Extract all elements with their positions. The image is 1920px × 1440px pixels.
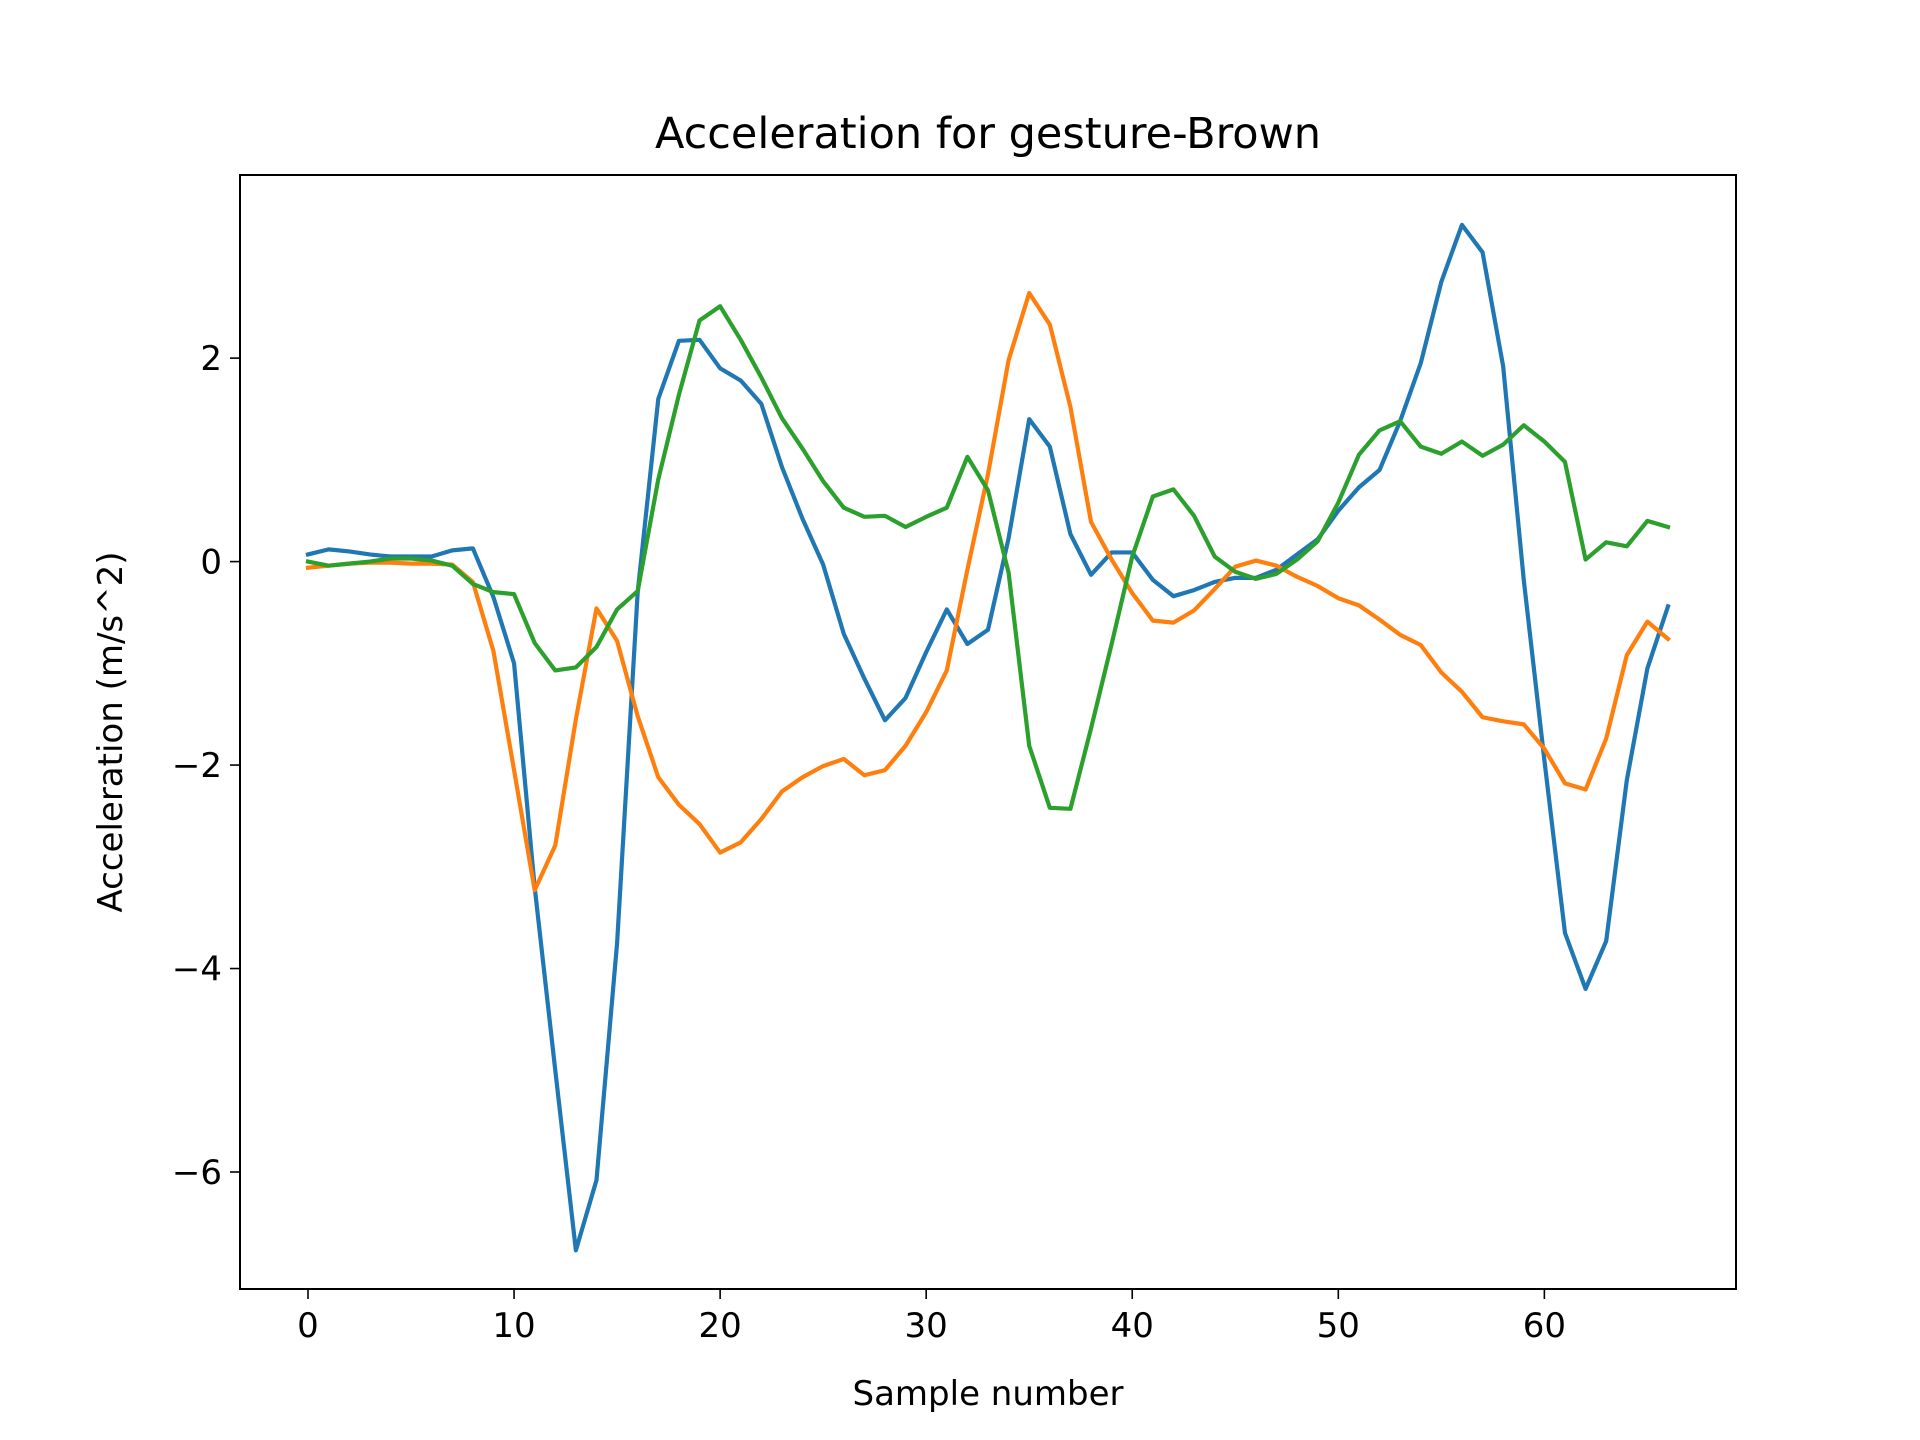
- series-line-3: [305, 304, 1671, 811]
- x-tick-label: 60: [1523, 1306, 1566, 1346]
- x-tick-label: 20: [698, 1306, 741, 1346]
- series-line-2: [305, 290, 1671, 893]
- chart-title: Acceleration for gesture-Brown: [655, 109, 1321, 159]
- x-tick-label: 10: [492, 1306, 535, 1346]
- y-tick-label: −6: [172, 1153, 222, 1193]
- y-tick-label: −4: [172, 950, 222, 990]
- y-axis-title: Acceleration (m/s^2): [91, 551, 131, 912]
- y-tick-label: 0: [200, 543, 222, 583]
- y-axis: −6 −4 −2 0 2: [172, 339, 240, 1193]
- x-axis-title: Sample number: [853, 1374, 1124, 1414]
- x-tick-label: 0: [297, 1306, 319, 1346]
- series-layer: [305, 222, 1671, 1253]
- x-tick-label: 30: [905, 1306, 948, 1346]
- plot-frame: [239, 174, 1737, 1290]
- x-tick-label: 50: [1317, 1306, 1360, 1346]
- y-tick-label: 2: [200, 339, 222, 379]
- x-tick-label: 40: [1111, 1306, 1154, 1346]
- x-axis: 0 10 20 30 40 50 60: [297, 1289, 1566, 1346]
- y-tick-label: −2: [172, 746, 222, 786]
